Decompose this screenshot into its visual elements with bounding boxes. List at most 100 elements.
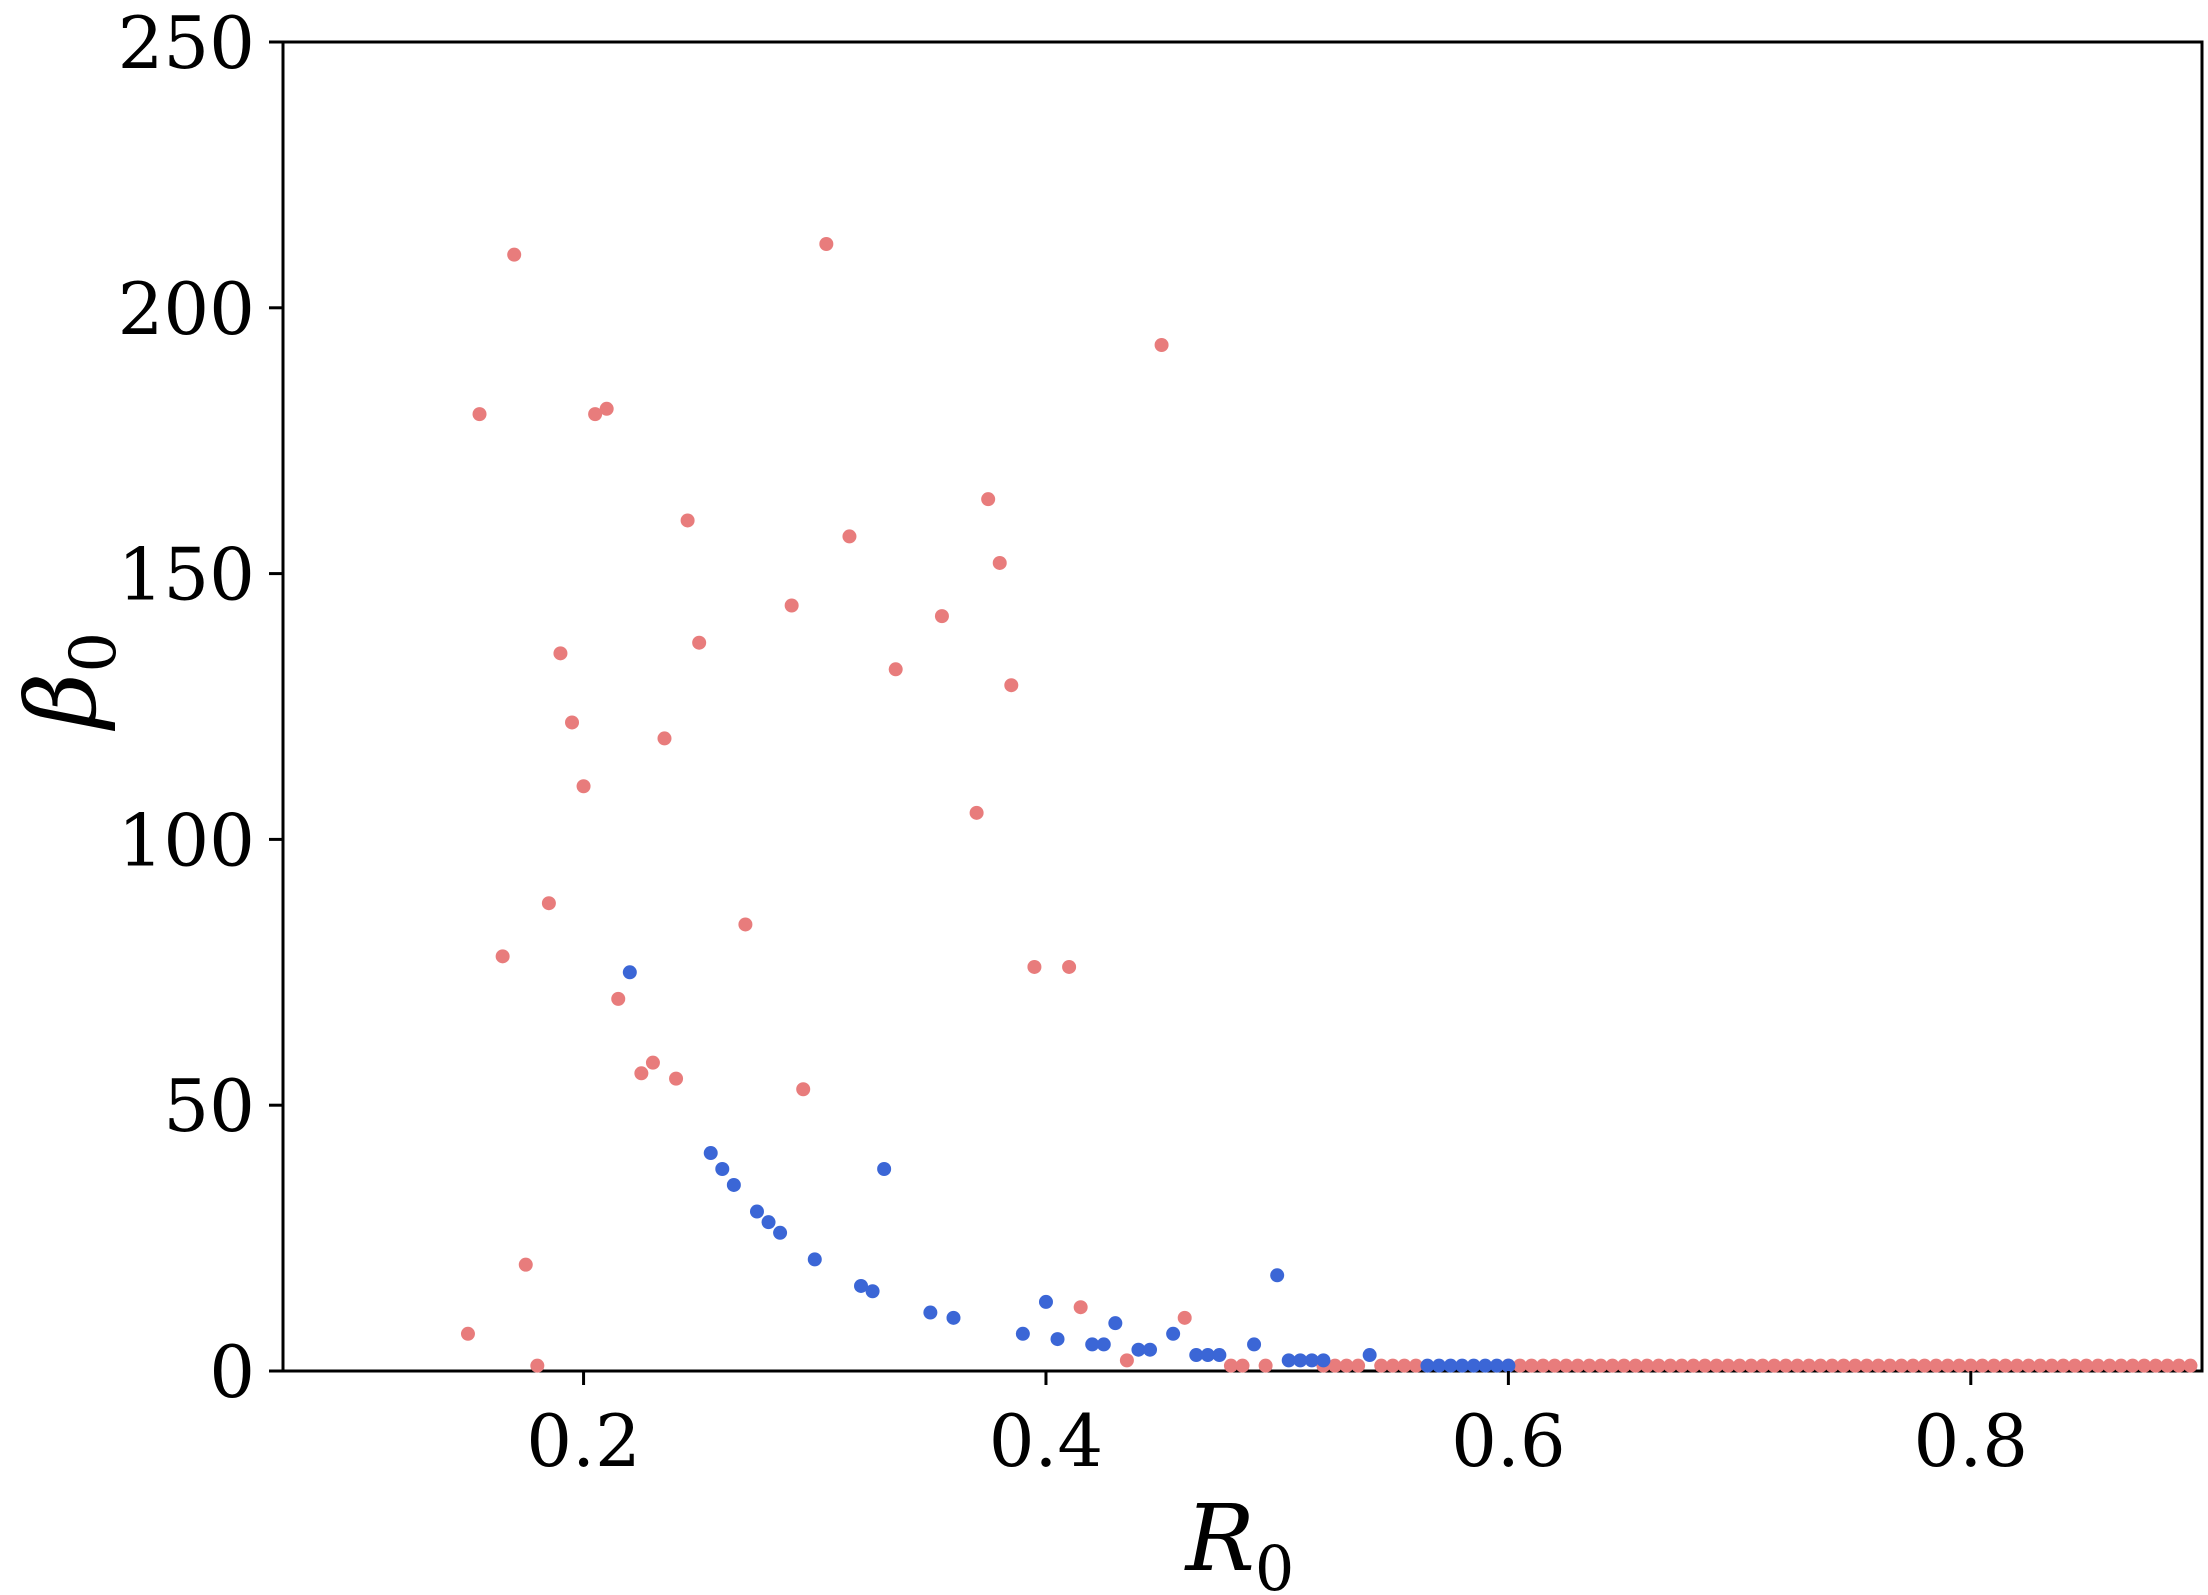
data-point [1304,1353,1319,1368]
data-point [1547,1358,1562,1373]
data-point [1408,1358,1423,1373]
data-point [634,1066,649,1081]
data-point [1119,1353,1134,1368]
data-point [1929,1358,1944,1373]
data-point [1801,1358,1816,1373]
data-point [1651,1358,1666,1373]
data-point [877,1161,892,1176]
data-point [1050,1332,1065,1347]
data-point [657,731,672,746]
data-point [1443,1358,1458,1373]
data-point [2067,1358,2082,1373]
data-point [1998,1358,2013,1373]
data-point [1963,1358,1978,1373]
data-point [1015,1326,1030,1341]
data-point [460,1326,475,1341]
data-point [2102,1358,2117,1373]
y-tick-label: 0 [209,1330,255,1414]
data-point [507,247,522,262]
data-point [1108,1316,1123,1331]
data-point [981,492,996,507]
data-point [1154,338,1169,353]
data-point [576,779,591,794]
data-point [738,917,753,932]
data-point [1420,1358,1435,1373]
data-point [784,598,799,613]
data-point [1258,1358,1273,1373]
data-point [1744,1358,1759,1373]
data-point [1200,1348,1215,1363]
plot-area [281,40,2204,1373]
data-point [1189,1348,1204,1363]
y-axis-label-group: β0 [6,632,131,731]
data-point [1894,1358,1909,1373]
data-point [495,949,510,964]
data-point [1177,1310,1192,1325]
data-point [842,529,857,544]
data-point [1697,1358,1712,1373]
data-point [1709,1358,1724,1373]
data-point [541,896,556,911]
data-point [1605,1358,1620,1373]
y-tick-label: 100 [118,798,255,882]
data-point [1235,1358,1250,1373]
data-point [703,1146,718,1161]
data-point [2056,1358,2071,1373]
x-axis-ticks: 0.2 0.4 0.6 0.8 [526,1371,2028,1483]
data-point [599,401,614,416]
data-point [611,991,626,1006]
data-point [1859,1358,1874,1373]
x-tick-label: 0.2 [526,1399,641,1483]
data-point [819,237,834,252]
data-point [854,1278,869,1293]
data-point [1096,1337,1111,1352]
data-point [1778,1358,1793,1373]
data-point [1732,1358,1747,1373]
data-point [1339,1358,1354,1373]
data-point [1813,1358,1828,1373]
data-point [1432,1358,1447,1373]
data-point [1374,1358,1389,1373]
data-point [2183,1358,2198,1373]
x-axis-label-subscript: 0 [1255,1532,1294,1595]
x-tick-label: 0.4 [989,1399,1104,1483]
data-point [1362,1348,1377,1363]
data-point [2137,1358,2152,1373]
data-point [2079,1358,2094,1373]
data-point [1489,1358,1504,1373]
data-point [518,1257,533,1272]
data-point [1628,1358,1643,1373]
data-point [1952,1358,1967,1373]
data-point [588,407,603,422]
data-point [1501,1358,1516,1373]
data-point [2033,1358,2048,1373]
data-point [1663,1358,1678,1373]
data-point [1536,1358,1551,1373]
data-point [1686,1358,1701,1373]
y-axis-label-main: β [6,673,118,732]
data-point [1385,1358,1400,1373]
data-point [1131,1342,1146,1357]
data-point [1524,1358,1539,1373]
y-axis-label: β0 [6,632,131,731]
data-point [796,1082,811,1097]
data-point [472,407,487,422]
data-point [565,715,580,730]
data-point [1397,1358,1412,1373]
data-point [1570,1358,1585,1373]
y-tick-label: 150 [118,533,255,617]
data-point [1038,1294,1053,1309]
y-axis-ticks: 0 50 100 150 200 250 [118,1,283,1414]
y-axis-label-subscript: 0 [57,632,131,673]
data-point [946,1310,961,1325]
data-point [1143,1342,1158,1357]
data-point [773,1225,788,1240]
data-point [923,1305,938,1320]
data-point [1825,1358,1840,1373]
data-points [460,237,2198,1373]
data-point [1848,1358,1863,1373]
data-point [1721,1358,1736,1373]
data-point [1223,1358,1238,1373]
data-point [715,1161,730,1176]
data-point [807,1252,822,1267]
